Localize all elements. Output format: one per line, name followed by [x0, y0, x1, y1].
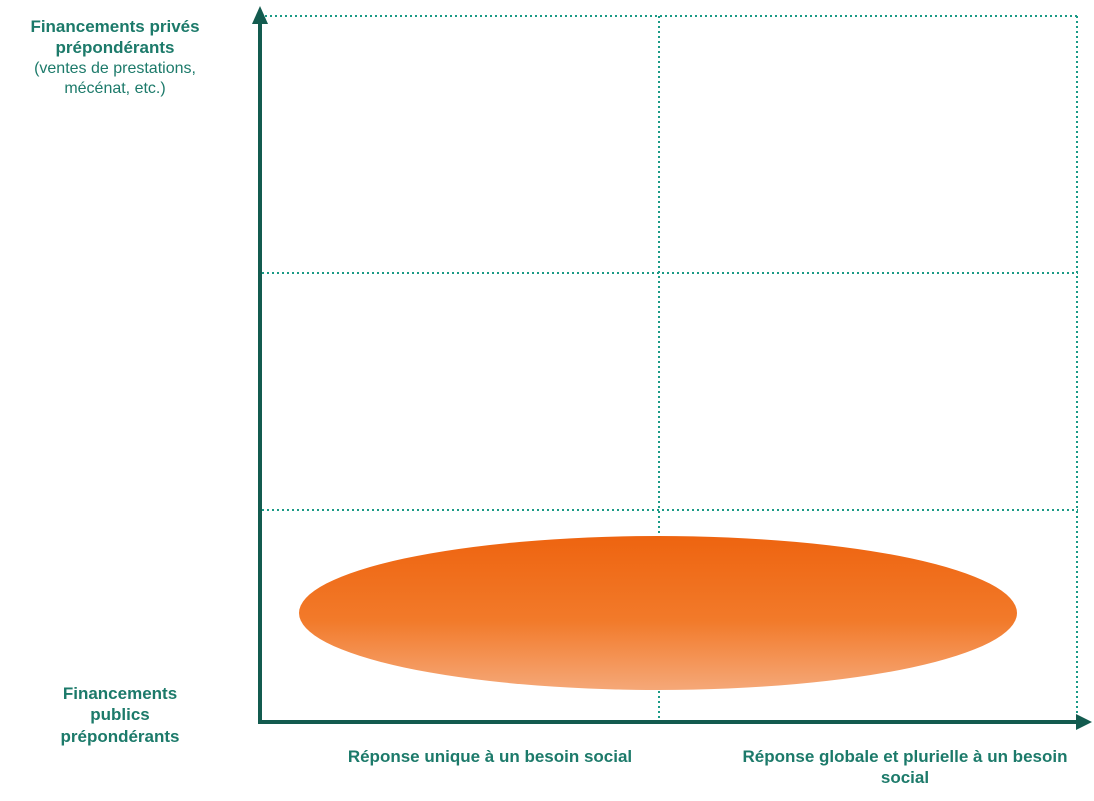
y-axis-top-label-group: Financements privés prépondérants (vente… — [0, 16, 230, 99]
y-axis-top-label: Financements privés prépondérants — [30, 17, 200, 58]
x-axis-arrowhead — [1076, 714, 1092, 730]
x-axis-right-label: Réponse globale et plurielle à un besoin… — [742, 747, 1068, 788]
y-axis-bottom-label: Financements publics prépondérants — [60, 684, 180, 746]
highlight-ellipse — [299, 536, 1017, 690]
axes — [252, 6, 1092, 730]
y-axis-arrowhead — [252, 6, 268, 24]
y-axis-top-sublabel: (ventes de prestations, mécénat, etc.) — [34, 59, 196, 97]
x-axis-left-label: Réponse unique à un besoin social — [347, 747, 633, 766]
